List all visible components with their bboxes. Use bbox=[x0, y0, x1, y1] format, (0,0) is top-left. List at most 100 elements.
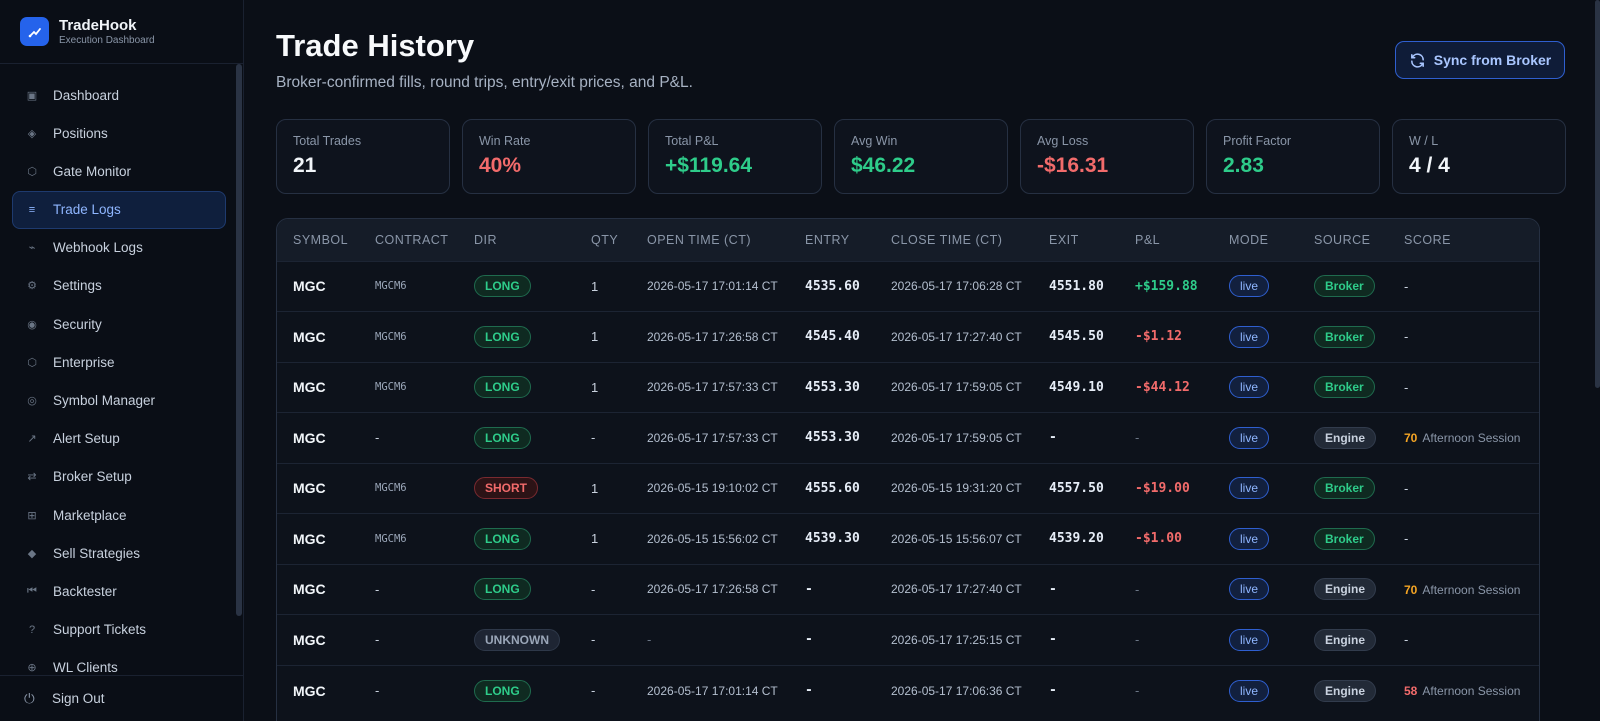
stat-value: $46.22 bbox=[851, 154, 916, 177]
qty-cell: - bbox=[591, 632, 596, 648]
column-header[interactable]: OPEN TIME (CT) bbox=[647, 232, 751, 247]
exchange-icon: ⇄ bbox=[27, 471, 37, 484]
sidebar-item-symbol-manager[interactable]: ◎ Symbol Manager bbox=[12, 382, 226, 420]
stat-value: 21 bbox=[293, 154, 317, 177]
contract-cell: MGCM6 bbox=[375, 482, 407, 495]
entry-cell: - bbox=[805, 683, 813, 698]
positions-icon: ◈ bbox=[27, 127, 37, 140]
sidebar-item-wl-clients[interactable]: ⊕ WL Clients bbox=[12, 649, 226, 687]
score-cell: - bbox=[1388, 615, 1539, 666]
qty-cell: 1 bbox=[591, 329, 599, 345]
table-row[interactable]: MGC MGCM6 SHORT 1 2026-05-15 19:10:02 CT 4555… bbox=[277, 463, 1539, 514]
column-header[interactable]: P&L bbox=[1135, 232, 1161, 247]
stat-label: Avg Loss bbox=[1037, 134, 1089, 148]
sidebar-item-alert-setup[interactable]: ↗ Alert Setup bbox=[12, 420, 226, 458]
sidebar-item-trade-logs[interactable]: ≡ Trade Logs bbox=[12, 190, 226, 229]
sidebar-item-label: Support Tickets bbox=[53, 622, 147, 638]
sidebar-item-gate-monitor[interactable]: ⬡ Gate Monitor bbox=[12, 152, 226, 190]
table-row[interactable]: MGC - LONG - 2026-05-17 17:57:33 CT 4553.30 20… bbox=[277, 412, 1539, 464]
contract-cell: - bbox=[375, 632, 380, 648]
brand[interactable]: TradeHook Execution Dashboard bbox=[0, 0, 243, 64]
sidebar-item-backtester[interactable]: ⏮ Backtester bbox=[12, 572, 226, 610]
stat-card-win-rate: Win Rate 40% bbox=[462, 119, 636, 194]
table-row[interactable]: MGC MGCM6 LONG 1 2026-05-17 17:57:33 CT 4553.… bbox=[277, 362, 1539, 413]
mode-badge: live bbox=[1229, 628, 1270, 651]
sign-out-button[interactable]: ⏻ Sign Out bbox=[0, 675, 243, 721]
diamond-icon: ◆ bbox=[27, 547, 37, 560]
sidebar-item-support-tickets[interactable]: ? Support Tickets bbox=[12, 611, 226, 649]
column-header[interactable]: SOURCE bbox=[1314, 232, 1371, 247]
sidebar-item-broker-setup[interactable]: ⇄ Broker Setup bbox=[12, 458, 226, 496]
column-header[interactable]: ENTRY bbox=[805, 232, 850, 247]
sync-from-broker-button[interactable]: Sync from Broker bbox=[1395, 41, 1565, 79]
sidebar-item-security[interactable]: ◉ Security bbox=[12, 305, 226, 343]
close-time-cell: 2026-05-17 17:59:05 CT bbox=[891, 380, 1022, 395]
column-header[interactable]: CONTRACT bbox=[375, 232, 449, 247]
stat-value: 2.83 bbox=[1223, 154, 1264, 177]
shield-icon: ◉ bbox=[27, 318, 37, 331]
mode-cell: live bbox=[1213, 362, 1298, 413]
score-cell: 70 Afternoon Session bbox=[1388, 413, 1539, 464]
table-row[interactable]: MGC MGCM6 LONG 1 2026-05-17 17:26:58 CT 4545.… bbox=[277, 311, 1539, 363]
pnl-cell: -$1.12 bbox=[1135, 329, 1182, 345]
sidebar-item-marketplace[interactable]: ⊞ Marketplace bbox=[12, 496, 226, 534]
entry-cell: 4553.30 bbox=[805, 430, 860, 446]
sidebar-item-enterprise[interactable]: ⬡ Enterprise bbox=[12, 343, 226, 381]
close-time-cell: 2026-05-17 17:59:05 CT bbox=[891, 430, 1022, 445]
column-header[interactable]: QTY bbox=[591, 232, 619, 247]
sidebar-scrollbar[interactable] bbox=[236, 64, 242, 616]
sidebar-item-label: Dashboard bbox=[53, 87, 120, 103]
sidebar-nav: ▣ Dashboard ◈ Positions ⬡ Gate Monitor ≡ Trade … bbox=[12, 76, 226, 687]
source-badge: Broker bbox=[1314, 275, 1375, 298]
mode-badge: live bbox=[1229, 477, 1270, 500]
stat-value: +$119.64 bbox=[665, 154, 753, 177]
entry-cell: 4535.60 bbox=[805, 278, 860, 294]
open-time-cell: 2026-05-15 19:10:02 CT bbox=[647, 481, 778, 496]
stats-row: Total Trades 21 Win Rate 40% Total P&L +$119.… bbox=[276, 119, 1566, 194]
table-row[interactable]: MGC - UNKNOWN - - - 2026-05-17 17:25:15 CT - - li… bbox=[277, 614, 1539, 666]
sync-label: Sync from Broker bbox=[1433, 52, 1552, 68]
open-time-cell: 2026-05-17 17:57:33 CT bbox=[647, 430, 778, 445]
sidebar-item-webhook-logs[interactable]: ⌁ Webhook Logs bbox=[12, 229, 226, 267]
column-header[interactable]: SYMBOL bbox=[293, 232, 349, 247]
direction-cell: LONG bbox=[458, 564, 575, 615]
table-row[interactable]: MGC MGCM6 LONG 1 2026-05-15 15:56:02 CT 4539.… bbox=[277, 513, 1539, 565]
symbol-cell: MGC bbox=[293, 530, 326, 547]
sidebar-item-settings[interactable]: ⚙ Settings bbox=[12, 267, 226, 305]
help-icon: ? bbox=[28, 623, 36, 636]
source-badge: Engine bbox=[1314, 679, 1377, 702]
column-header[interactable]: CLOSE TIME (CT) bbox=[891, 232, 1003, 247]
mode-badge: live bbox=[1229, 527, 1270, 550]
sidebar-item-label: Backtester bbox=[53, 583, 117, 599]
mode-badge: live bbox=[1229, 325, 1270, 348]
column-header[interactable]: MODE bbox=[1229, 232, 1269, 247]
score-value: 58 bbox=[1404, 684, 1418, 698]
table-row[interactable]: MGC - LONG - 2026-05-17 17:01:14 CT - 2026-05-… bbox=[277, 665, 1539, 716]
stat-card-avg-loss: Avg Loss -$16.31 bbox=[1020, 119, 1194, 194]
exit-cell: - bbox=[1049, 683, 1057, 698]
column-header[interactable]: DIR bbox=[474, 232, 498, 247]
pnl-cell: - bbox=[1135, 430, 1140, 446]
sidebar-item-dashboard[interactable]: ▣ Dashboard bbox=[12, 76, 226, 114]
stat-label: W / L bbox=[1409, 134, 1439, 148]
score-session: Afternoon Session bbox=[1422, 431, 1521, 446]
table-row[interactable]: MGC MGCM6 LONG 1 2026-05-17 17:01:14 CT 4535.… bbox=[277, 261, 1539, 312]
sign-out-label: Sign Out bbox=[52, 691, 105, 706]
main-scrollbar[interactable] bbox=[1595, 0, 1600, 388]
direction-cell: SHORT bbox=[458, 463, 575, 514]
score-empty: - bbox=[1404, 329, 1409, 345]
mode-cell: live bbox=[1213, 514, 1298, 565]
qty-cell: 1 bbox=[591, 480, 599, 496]
column-header[interactable]: EXIT bbox=[1049, 232, 1079, 247]
direction-badge: LONG bbox=[474, 527, 531, 550]
sidebar-item-positions[interactable]: ◈ Positions bbox=[12, 114, 226, 152]
symbol-cell: MGC bbox=[293, 278, 326, 295]
exit-cell: 4557.50 bbox=[1049, 480, 1104, 496]
sidebar-item-sell-strategies[interactable]: ◆ Sell Strategies bbox=[12, 534, 226, 572]
source-badge: Broker bbox=[1314, 527, 1375, 550]
gear-icon: ⚙ bbox=[27, 280, 37, 293]
column-header[interactable]: SCORE bbox=[1404, 232, 1451, 247]
source-badge: Broker bbox=[1314, 376, 1375, 399]
table-row[interactable]: MGC - LONG - 2026-05-17 17:26:58 CT - 2026-05-… bbox=[277, 564, 1539, 615]
direction-badge: LONG bbox=[474, 376, 531, 399]
